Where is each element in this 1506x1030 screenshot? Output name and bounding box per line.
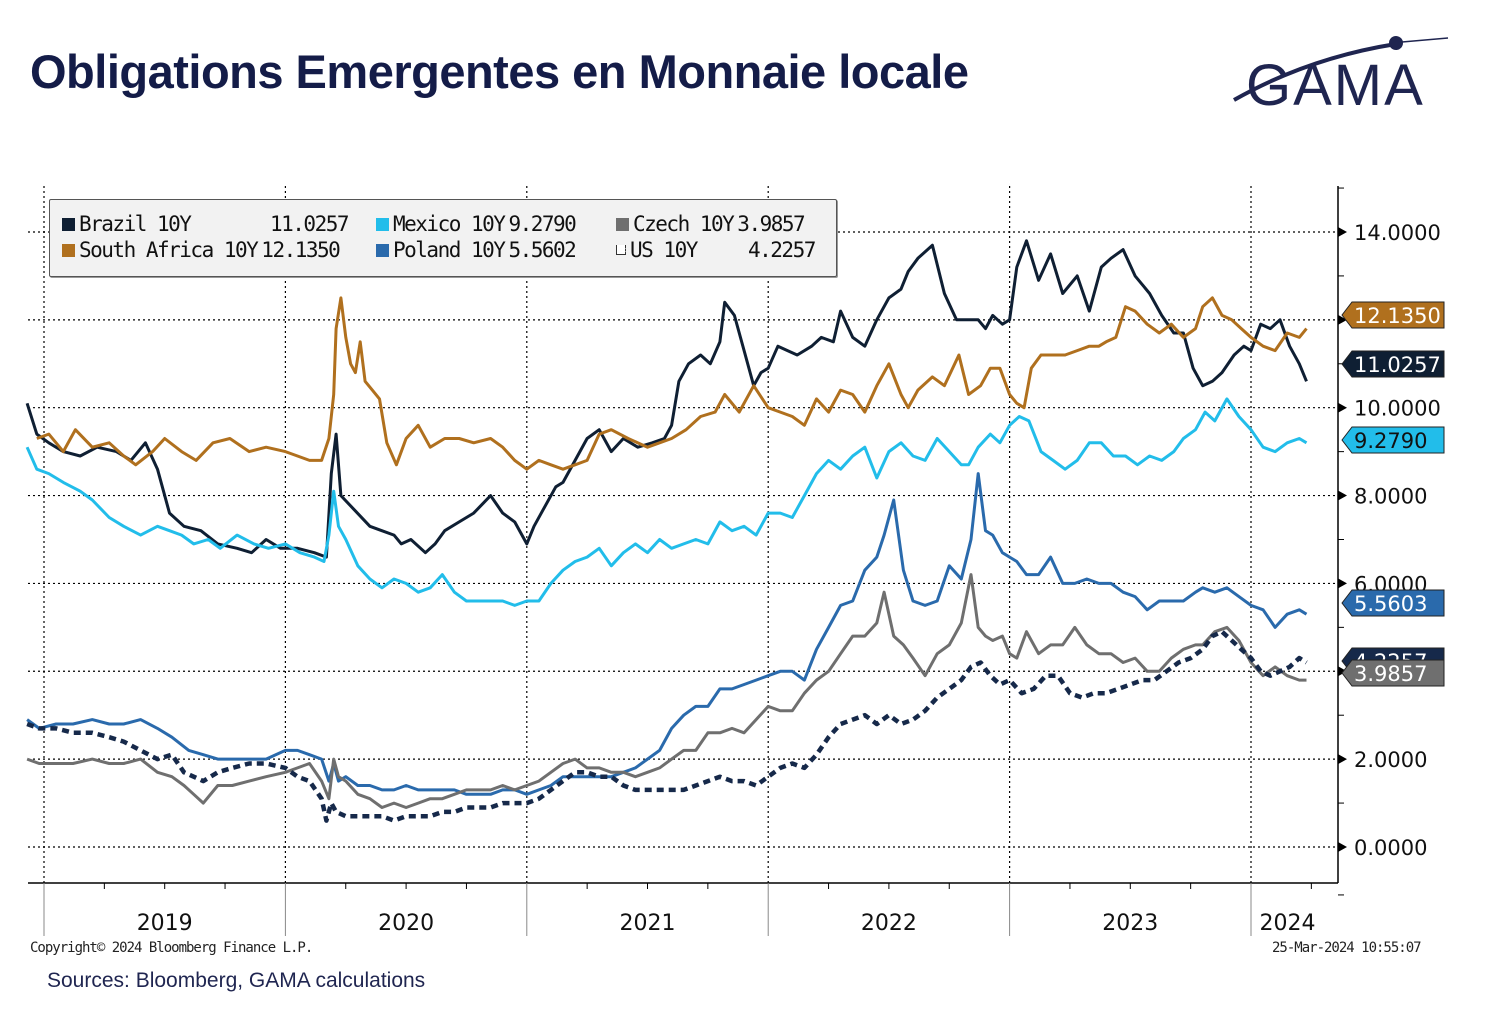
legend-label: Poland 10Y <box>393 238 506 262</box>
value-tag-label: 11.0257 <box>1354 353 1441 377</box>
value-tag-mexico <box>1341 426 1445 454</box>
y-tick-label: 0.0000 <box>1354 836 1427 860</box>
legend-value: 3.9857 <box>737 212 805 236</box>
legend-label: US 10Y <box>630 238 698 262</box>
legend-swatch-poland <box>376 243 389 257</box>
grid-lines <box>28 186 1338 883</box>
legend-label: Czech 10Y <box>633 212 735 236</box>
legend-item-poland: Poland 10Y 5.5602 <box>376 238 577 262</box>
legend-swatch-mexico <box>376 217 389 231</box>
legend-swatch-south-africa <box>62 243 75 257</box>
x-axis: 2019 2020 2021 2022 2023 2024 <box>28 882 1338 936</box>
value-tag-label: 12.1350 <box>1354 304 1441 328</box>
legend-label: Brazil 10Y <box>79 212 192 236</box>
y-tick-arrow <box>1338 490 1347 501</box>
y-tick-arrow <box>1338 754 1347 765</box>
legend-item-czech: Czech 10Y 3.9857 <box>616 212 806 236</box>
y-tick-label: 10.0000 <box>1354 397 1441 421</box>
legend-item-mexico: Mexico 10Y 9.2790 <box>376 212 577 236</box>
logo-text: GAMA <box>1246 53 1425 118</box>
y-tick-arrow <box>1338 842 1347 852</box>
y-tick-arrow <box>1338 578 1347 589</box>
y-tick-arrow <box>1338 314 1347 325</box>
value-tag-label: 9.2790 <box>1354 429 1427 453</box>
copyright-text: Copyright© 2024 Bloomberg Finance L.P. <box>30 940 313 956</box>
x-tick-label: 2019 <box>137 911 193 936</box>
x-tick-label: 2021 <box>620 911 676 936</box>
series-line-us <box>26 629 1308 823</box>
value-tag-label: 3.9857 <box>1354 662 1427 686</box>
legend-swatch-us <box>616 245 626 255</box>
y-tick-arrow <box>1338 666 1347 677</box>
series-line-south-africa <box>36 296 1308 471</box>
legend-item-us: US 10Y 4.2257 <box>616 238 816 262</box>
series-line-brazil <box>25 239 1308 559</box>
legend-label: South Africa 10Y <box>79 238 259 262</box>
y-tick-label: 8.0000 <box>1354 485 1427 509</box>
x-tick-label: 2020 <box>378 911 434 936</box>
sources-note: Sources: Bloomberg, GAMA calculations <box>47 969 426 992</box>
legend-value: 5.5602 <box>508 238 576 262</box>
value-tag-south-africa <box>1341 301 1445 329</box>
legend-item-south-africa: South Africa 10Y 12.1350 <box>62 238 341 262</box>
legend-item-brazil: Brazil 10Y 11.0257 <box>62 212 350 236</box>
value-tag-poland <box>1341 589 1445 617</box>
legend-value: 4.2257 <box>748 238 816 262</box>
y-tick-label: 2.0000 <box>1354 748 1427 772</box>
series-line-mexico <box>25 397 1308 607</box>
y-tick-arrow <box>1338 402 1347 413</box>
series-line-poland <box>26 472 1308 796</box>
series-line-czech <box>26 573 1307 809</box>
series-lines <box>25 239 1308 823</box>
x-tick-label: 2024 <box>1260 911 1316 936</box>
legend-value: 9.2790 <box>508 212 576 236</box>
legend-swatch-czech <box>616 217 629 231</box>
x-tick-label: 2023 <box>1102 911 1158 936</box>
value-tag-label: 5.5603 <box>1354 592 1427 616</box>
y-tick-arrow <box>1338 226 1347 237</box>
logo-swoosh-icon <box>1233 36 1449 102</box>
page-title: Obligations Emergentes en Monnaie locale <box>30 45 969 98</box>
legend-value: 12.1350 <box>261 238 341 262</box>
gama-logo: GAMA <box>1228 28 1458 118</box>
value-tag-brazil <box>1341 350 1445 378</box>
legend: Brazil 10Y 11.0257 Mexico 10Y 9.2790 Cze… <box>49 199 837 277</box>
x-tick-label: 2022 <box>861 911 917 936</box>
timestamp: 25-Mar-2024 10:55:07 <box>1272 940 1422 956</box>
legend-swatch-brazil <box>62 217 75 231</box>
legend-value: 11.0257 <box>270 212 350 236</box>
legend-label: Mexico 10Y <box>393 212 506 236</box>
value-tag-czech <box>1341 659 1445 687</box>
y-tick-label: 14.0000 <box>1354 221 1441 245</box>
